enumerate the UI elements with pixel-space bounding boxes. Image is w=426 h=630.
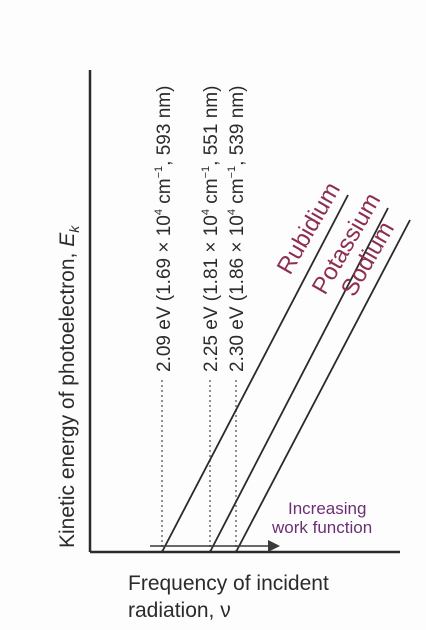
threshold-label-potassium: 2.25 eV (1.81 × 104 cm−1, 551 nm) bbox=[200, 86, 222, 372]
series-line-rubidium bbox=[161, 194, 349, 553]
x-axis-label-line1: Frequency of incident bbox=[128, 572, 329, 595]
threshold-label-sodium: 2.30 eV (1.86 × 104 cm−1, 539 nm) bbox=[226, 86, 248, 372]
y-axis-label: Kinetic energy of photoelectron, Ek bbox=[56, 225, 82, 548]
series-line-sodium bbox=[235, 219, 411, 553]
x-axis-label-line2: radiation, ν bbox=[128, 599, 231, 622]
annotation-line1: Increasing bbox=[288, 499, 366, 518]
series-line-potassium bbox=[209, 207, 389, 553]
annotation-line2: work function bbox=[271, 518, 372, 537]
arrow-head-icon bbox=[268, 540, 280, 552]
threshold-label-rubidium: 2.09 eV (1.69 × 104 cm−1, 593 nm) bbox=[153, 86, 175, 372]
